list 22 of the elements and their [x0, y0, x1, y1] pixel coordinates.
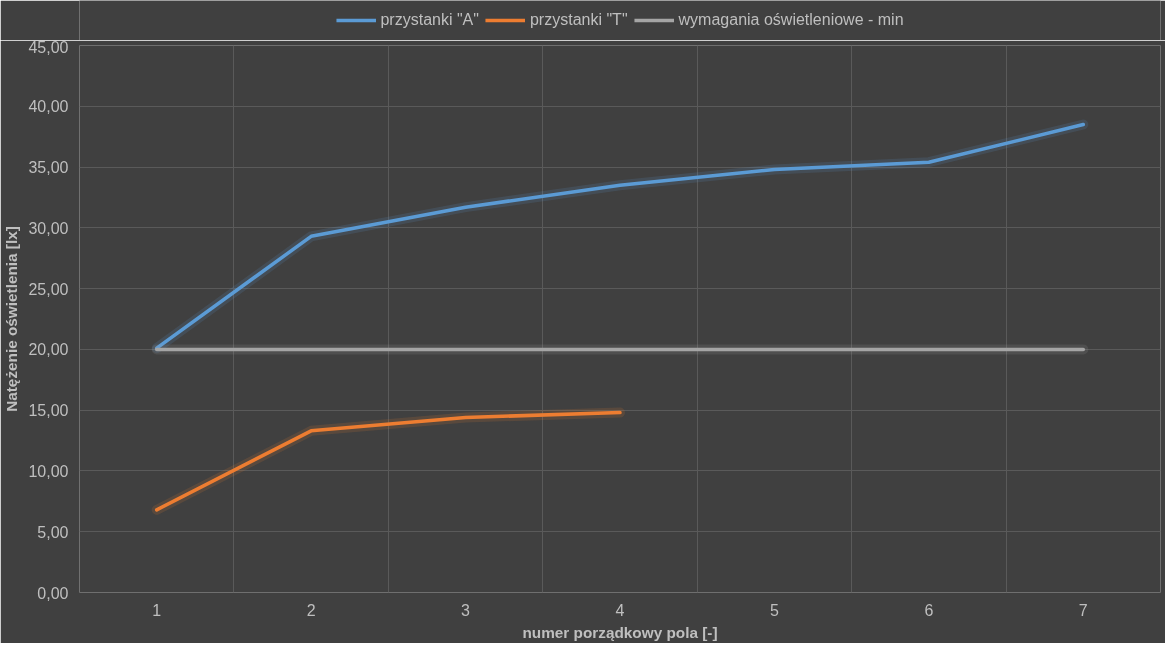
y-tick-label: 30,00: [28, 219, 69, 237]
y-tick-label: 0,00: [37, 584, 69, 602]
y-tick-label: 40,00: [28, 98, 69, 116]
y-tick-label: 45,00: [28, 38, 69, 56]
y-tick-label: 10,00: [28, 462, 69, 480]
x-tick-label: 6: [924, 601, 934, 619]
x-tick-label: 4: [615, 601, 625, 619]
legend-label: przystanki "T": [529, 11, 628, 29]
y-tick-label: 25,00: [28, 280, 69, 298]
x-tick-label: 5: [769, 601, 779, 619]
x-axis-title: numer porządkowy pola [-]: [522, 623, 718, 641]
y-tick-label: 20,00: [28, 341, 69, 359]
y-tick-label: 35,00: [28, 159, 69, 177]
x-tick-label: 2: [306, 601, 316, 619]
y-tick-label: 5,00: [37, 523, 69, 541]
legend-label: przystanki "A": [380, 11, 479, 29]
y-tick-label: 15,00: [28, 402, 69, 420]
x-tick-label: 1: [152, 601, 162, 619]
y-axis-title: Natężenie oświetlenia [lx]: [3, 226, 21, 412]
x-tick-label: 3: [461, 601, 471, 619]
legend-label: wymagania oświetleniowe - min: [678, 11, 904, 29]
x-tick-label: 7: [1078, 601, 1088, 619]
